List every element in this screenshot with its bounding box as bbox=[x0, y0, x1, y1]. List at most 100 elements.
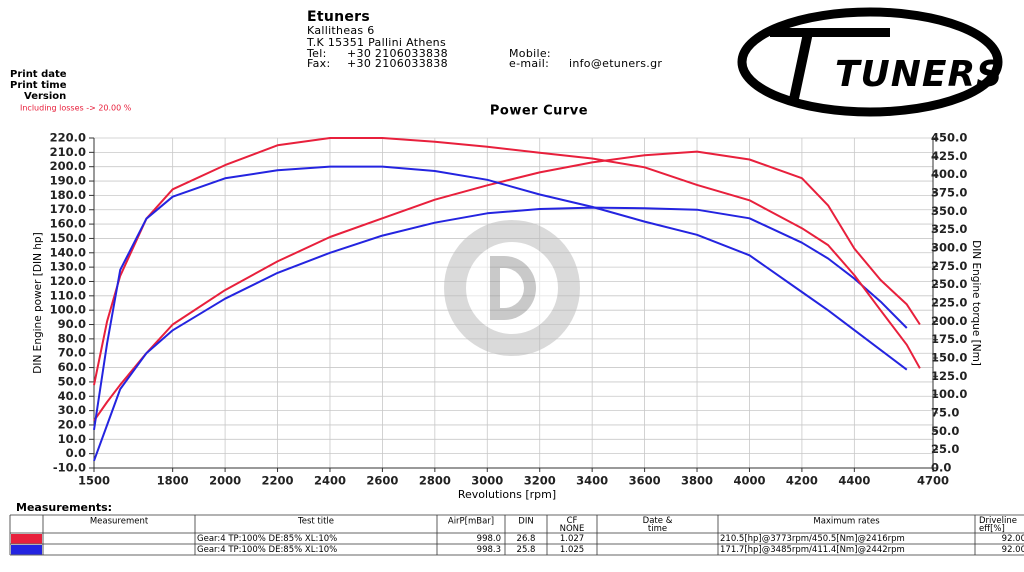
table-cell: Gear:4 TP:100% DE:85% XL:10% bbox=[197, 545, 337, 555]
y2-axis-title: DIN Engine torque [Nm] bbox=[970, 240, 982, 366]
y2-tick-label: 125.0 bbox=[931, 369, 967, 383]
chart-title: Power Curve bbox=[490, 104, 588, 119]
tel: +30 2106033838 bbox=[347, 47, 448, 60]
x-tick-label: 2400 bbox=[314, 474, 346, 488]
x-tick-label: 4000 bbox=[733, 474, 765, 488]
logo: TUNERS bbox=[737, 7, 1003, 117]
y-tick-label: 0.0 bbox=[66, 446, 86, 460]
table-heading: Measurements: bbox=[16, 501, 112, 514]
print-time: Print time bbox=[10, 80, 67, 91]
y2-tick-label: 100.0 bbox=[931, 387, 967, 401]
y-tick-label: 140.0 bbox=[50, 245, 86, 259]
table-cell: Gear:4 TP:100% DE:85% XL:10% bbox=[197, 534, 337, 544]
y2-tick-label: 75.0 bbox=[931, 406, 959, 420]
y-tick-label: 90.0 bbox=[58, 317, 86, 331]
table-cell: 26.8 bbox=[517, 534, 536, 544]
y-tick-label: 100.0 bbox=[50, 303, 86, 317]
curve bbox=[93, 150, 921, 422]
y-tick-label: 30.0 bbox=[58, 403, 86, 417]
y-tick-label: 130.0 bbox=[50, 260, 86, 274]
color-swatch bbox=[11, 545, 42, 555]
curve bbox=[93, 206, 908, 462]
x-tick-label: 4700 bbox=[917, 474, 949, 488]
y-tick-label: 160.0 bbox=[50, 217, 86, 231]
losses-note: Including losses -> 20.00 % bbox=[20, 104, 132, 113]
x-tick-label: 1500 bbox=[78, 474, 110, 488]
y-tick-label: 20.0 bbox=[58, 417, 86, 431]
y2-tick-label: 300.0 bbox=[931, 241, 967, 255]
y-tick-label: 180.0 bbox=[50, 188, 86, 202]
column-header: Date & time bbox=[643, 516, 673, 534]
table-cell: 92.00 bbox=[1002, 534, 1024, 544]
column-header: CF NONE bbox=[560, 516, 585, 534]
company: Etuners bbox=[307, 9, 370, 25]
y-tick-label: 120.0 bbox=[50, 274, 86, 288]
table-cell: 1.027 bbox=[560, 534, 584, 544]
y-tick-label: 220.0 bbox=[50, 131, 86, 145]
table-cell: 92.00 bbox=[1002, 545, 1024, 555]
y-tick-label: 60.0 bbox=[58, 360, 86, 374]
column-header: Maximum rates bbox=[813, 517, 880, 527]
curve bbox=[93, 165, 908, 431]
version: Version bbox=[24, 91, 66, 102]
column-header: Test title bbox=[297, 517, 334, 527]
x-tick-label: 2000 bbox=[209, 474, 241, 488]
color-swatch bbox=[11, 534, 42, 544]
column-header: Driveline eff[%] bbox=[979, 516, 1017, 534]
y-tick-label: 40.0 bbox=[58, 389, 86, 403]
x-tick-label: 1800 bbox=[157, 474, 189, 488]
measurements-table: Measurement Test title AirP[mBar] DIN CF NONE… bbox=[9, 514, 1024, 556]
y-axis-title: DIN Engine power [DIN hp] bbox=[32, 232, 44, 373]
y2-tick-label: 175.0 bbox=[931, 332, 967, 346]
address: Kallitheas 6 bbox=[307, 24, 375, 37]
y-tick-label: 110.0 bbox=[50, 288, 86, 302]
logo-text: TUNERS bbox=[835, 54, 1003, 95]
x-tick-label: 3000 bbox=[471, 474, 503, 488]
y-tick-label: 170.0 bbox=[50, 202, 86, 216]
x-tick-label: 3400 bbox=[576, 474, 608, 488]
y2-tick-label: 25.0 bbox=[931, 442, 959, 456]
y2-tick-label: 250.0 bbox=[931, 277, 967, 291]
y-tick-label: 10.0 bbox=[58, 432, 86, 446]
address: T.K 15351 Pallini Athens bbox=[306, 36, 446, 49]
mobile-label: Mobile: bbox=[509, 47, 551, 60]
watermark bbox=[444, 220, 580, 356]
x-axis-title: Revolutions [rpm] bbox=[458, 488, 556, 501]
x-tick-label: 4400 bbox=[838, 474, 870, 488]
y2-tick-label: 350.0 bbox=[931, 204, 967, 218]
y2-tick-label: 200.0 bbox=[931, 314, 967, 328]
x-tick-label: 2800 bbox=[419, 474, 451, 488]
y-tick-label: 50.0 bbox=[58, 374, 86, 388]
y2-tick-label: 225.0 bbox=[931, 296, 967, 310]
y2-tick-label: 150.0 bbox=[931, 351, 967, 365]
email-label: e-mail: bbox=[509, 57, 549, 70]
y2-tick-label: 375.0 bbox=[931, 186, 967, 200]
y-tick-label: 210.0 bbox=[50, 145, 86, 159]
x-tick-label: 3200 bbox=[524, 474, 556, 488]
fax: +30 2106033838 bbox=[347, 57, 448, 70]
y2-tick-label: 275.0 bbox=[931, 259, 967, 273]
y2-tick-label: 325.0 bbox=[931, 222, 967, 236]
curve bbox=[93, 137, 921, 386]
table-cell: 171.7[hp]@3485rpm/411.4[Nm]@2442rpm bbox=[720, 545, 905, 555]
print-date: Print date bbox=[10, 69, 67, 80]
x-tick-label: 3600 bbox=[629, 474, 661, 488]
y2-tick-label: 425.0 bbox=[931, 149, 967, 163]
y2-tick-label: 50.0 bbox=[931, 424, 959, 438]
fax-label: Fax: bbox=[307, 57, 330, 70]
y2-tick-label: 0.0 bbox=[931, 461, 951, 475]
table-cell: 998.0 bbox=[477, 534, 501, 544]
table-cell: 25.8 bbox=[517, 545, 536, 555]
y2-tick-label: 450.0 bbox=[931, 131, 967, 145]
y-tick-label: 190.0 bbox=[50, 174, 86, 188]
column-header: Measurement bbox=[90, 517, 149, 527]
y-tick-label: 150.0 bbox=[50, 231, 86, 245]
plot-area: 1500 1800 2000 2200 2400 2600 2800 3000 3200 3400… bbox=[50, 131, 968, 488]
y-tick-label: -10.0 bbox=[53, 461, 86, 475]
y2-tick-label: 400.0 bbox=[931, 167, 967, 181]
column-header: AirP[mBar] bbox=[448, 517, 494, 527]
email: info@etuners.gr bbox=[569, 57, 662, 70]
column-header: DIN bbox=[518, 517, 533, 527]
table-cell: 210.5[hp]@3773rpm/450.5[Nm]@2416rpm bbox=[720, 534, 905, 544]
